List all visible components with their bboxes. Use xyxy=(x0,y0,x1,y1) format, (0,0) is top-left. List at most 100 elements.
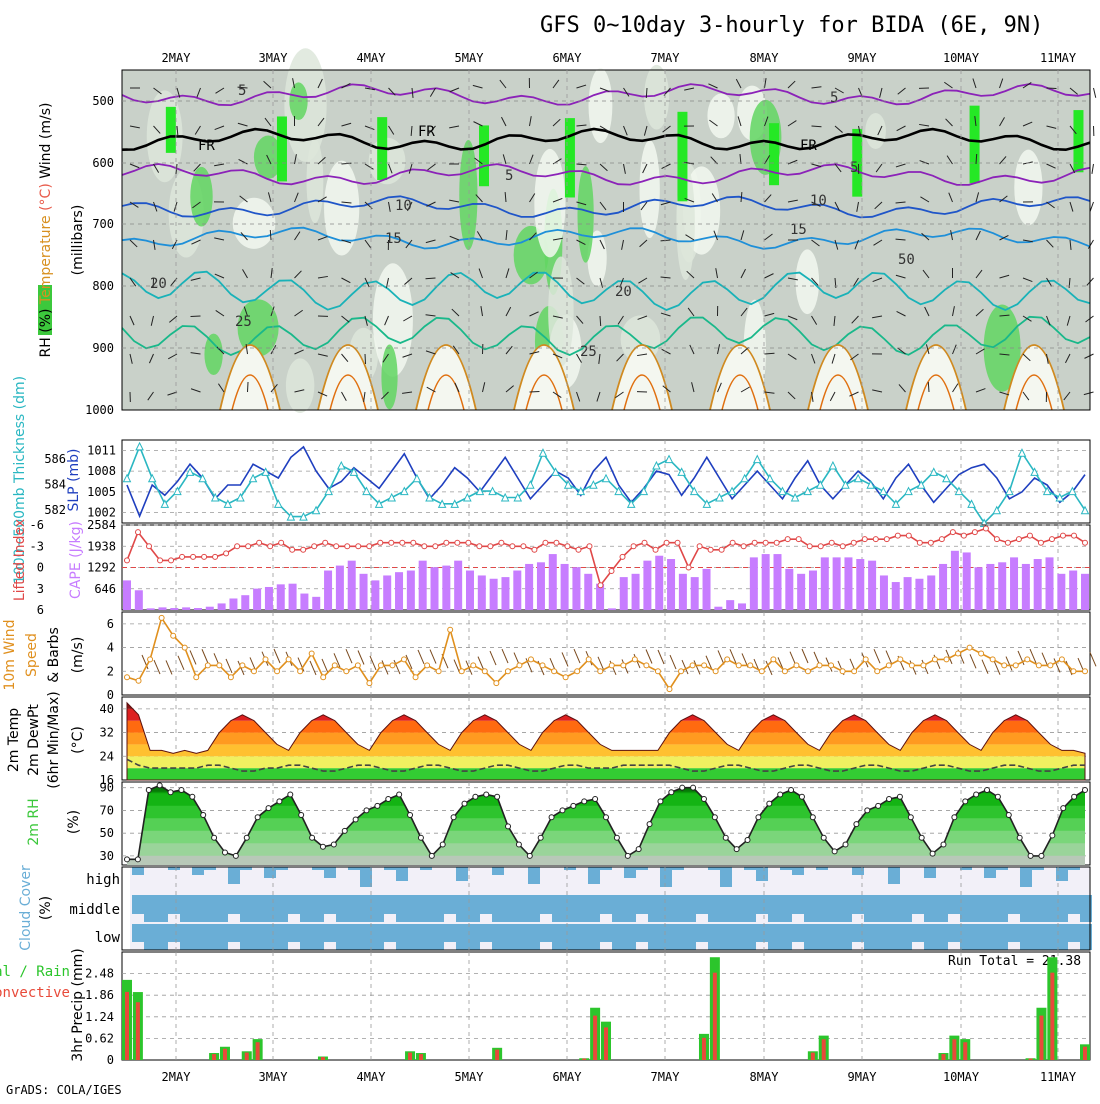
rh-high-patch-5 xyxy=(677,112,687,201)
cape-bar-64 xyxy=(880,575,888,610)
lifted-index-point-45 xyxy=(620,554,625,559)
cloud-bar-2-24 xyxy=(420,924,432,950)
thickness-point-1 xyxy=(136,443,143,450)
thickness-tick-2: 582 xyxy=(44,503,66,517)
cloud-bar-2-5 xyxy=(192,924,204,950)
precip-conv-bar-54 xyxy=(713,973,717,1060)
cape-bar-27 xyxy=(442,566,450,610)
thickness-point-53 xyxy=(792,494,799,501)
lifted-index-point-26 xyxy=(411,540,416,545)
lifted-index-tick-4: 6 xyxy=(37,603,44,617)
cloud-bar-2-67 xyxy=(936,924,948,950)
cape-bar-73 xyxy=(986,564,994,610)
wind10-speed-point-0 xyxy=(125,675,130,680)
rh2m-point-17 xyxy=(310,835,315,840)
cape-bar-51 xyxy=(726,600,734,610)
cloud-bar-2-55 xyxy=(792,924,804,942)
wind10-speed-point-75 xyxy=(990,657,995,662)
wind10-speed-point-13 xyxy=(275,669,280,674)
cloud-bar-1-57 xyxy=(816,895,828,922)
cape-bar-31 xyxy=(490,579,498,610)
day-label-bottom-5: 7MAY xyxy=(651,1070,681,1084)
wind10-speed-point-61 xyxy=(829,663,834,668)
wind10-speed-point-79 xyxy=(1036,663,1041,668)
cloud-bar-1-20 xyxy=(372,895,384,922)
precip-conv-bar-0 xyxy=(125,992,129,1060)
lifted-index-point-73 xyxy=(928,540,933,545)
rh2m-point-73 xyxy=(919,835,924,840)
wind10-speed-point-35 xyxy=(528,657,533,662)
thickness-series xyxy=(124,443,1089,527)
lifted-index-point-86 xyxy=(1071,533,1076,538)
lifted-index-point-7 xyxy=(202,554,207,559)
cloud-bar-2-2 xyxy=(156,924,168,950)
temp2m-unit: (°C) xyxy=(70,726,86,754)
wind-barb-0-41 xyxy=(1094,88,1096,98)
wind10-speed-point-51 xyxy=(713,669,718,674)
cape-bar-77 xyxy=(1034,559,1042,610)
lifted-index-point-61 xyxy=(796,537,801,542)
slp-ylabel-part: SLP (mb) xyxy=(66,448,82,511)
lifted-index-point-51 xyxy=(686,565,691,570)
wind10-speed-point-63 xyxy=(852,669,857,674)
lifted-index-point-8 xyxy=(213,554,218,559)
lifted-index-point-74 xyxy=(939,537,944,542)
rh2m-band-5 xyxy=(122,792,1090,806)
cloud-bar-1-60 xyxy=(852,895,864,914)
cloud-bar-2-13 xyxy=(288,924,300,942)
precip-ylabel-part: 3hr Precip (mm) xyxy=(70,948,86,1061)
rh2m-point-62 xyxy=(799,794,804,799)
cloud-bar-0-19 xyxy=(360,867,372,887)
lifted-index-point-13 xyxy=(268,544,273,549)
temp2m-tick-2: 24 xyxy=(100,749,114,763)
lifted-index-point-66 xyxy=(851,540,856,545)
cloud-bar-2-66 xyxy=(924,924,936,950)
cloud-bar-2-22 xyxy=(396,924,408,950)
cloud-bar-1-32 xyxy=(516,895,528,922)
lifted-index-point-35 xyxy=(510,544,515,549)
wind10-speed-point-15 xyxy=(298,669,303,674)
wind10-speed-point-18 xyxy=(332,663,337,668)
wind10-speed-point-72 xyxy=(956,651,961,656)
cape-bar-57 xyxy=(797,574,805,610)
cloud-bar-1-61 xyxy=(864,895,876,922)
upper-air-panel xyxy=(122,48,1100,413)
lifted-index-tick-3: 3 xyxy=(37,582,44,596)
cape-bar-16 xyxy=(312,597,320,610)
slp-tick-0: 1011 xyxy=(87,443,116,457)
cape-bar-34 xyxy=(525,564,533,610)
cloud-bar-1-24 xyxy=(420,895,432,922)
lifted-index-point-28 xyxy=(433,544,438,549)
cloud-bar-0-71 xyxy=(984,867,996,878)
wind10-barb-29 xyxy=(490,651,496,665)
wind-barb-3-41 xyxy=(1090,202,1093,211)
rh2m-point-35 xyxy=(506,824,511,829)
cloud-bar-1-14 xyxy=(300,895,312,922)
cloud-bar-2-26 xyxy=(444,924,456,942)
rh2m-unit-part: (%) xyxy=(66,810,82,834)
cloud-bar-1-72 xyxy=(996,895,1008,922)
temp2m-band-6 xyxy=(122,697,1090,709)
lifted-index-point-43 xyxy=(598,583,603,588)
cloud-bar-1-68 xyxy=(948,895,960,914)
wind10-speed-point-53 xyxy=(736,663,741,668)
cape-bar-78 xyxy=(1046,557,1054,610)
cloud-bar-2-31 xyxy=(504,924,516,950)
cloud-bar-2-64 xyxy=(900,924,912,950)
cape-bar-10 xyxy=(241,595,249,610)
thickness-point-47 xyxy=(716,494,723,501)
lifted-index-point-75 xyxy=(950,530,955,535)
wind10-barb-70 xyxy=(982,660,988,674)
thickness-point-70 xyxy=(1006,488,1013,495)
cloud-bar-0-41 xyxy=(624,867,636,878)
cloud-bar-0-11 xyxy=(264,867,276,878)
rh2m-point-1 xyxy=(135,857,140,862)
cape-bar-67 xyxy=(915,579,923,610)
rh2m-tick-3: 30 xyxy=(100,849,114,863)
rh2m-point-47 xyxy=(636,847,641,852)
cape-bar-14 xyxy=(289,584,297,610)
cloud-bar-2-12 xyxy=(276,924,288,950)
cloud-bar-2-38 xyxy=(588,924,600,950)
cape-ylabel-part: CAPE (J/kg) xyxy=(68,521,84,599)
wind10-speed-point-8 xyxy=(217,663,222,668)
